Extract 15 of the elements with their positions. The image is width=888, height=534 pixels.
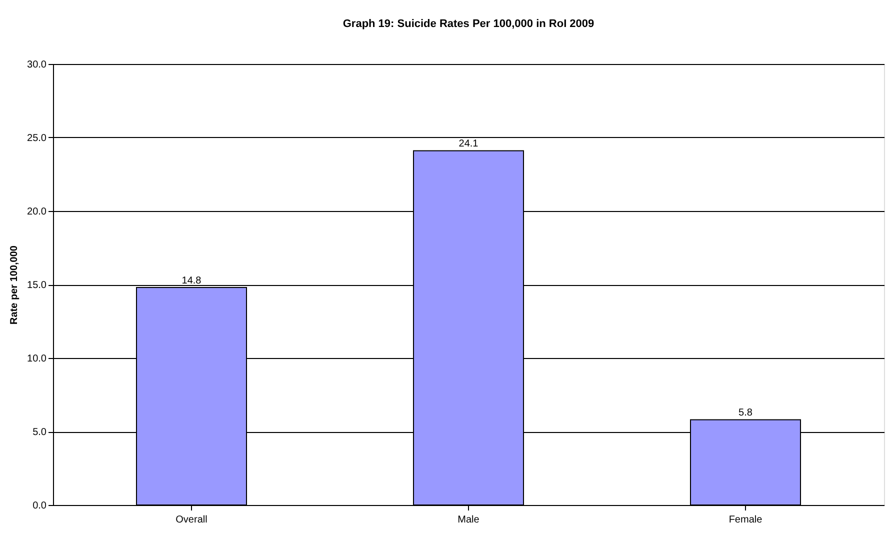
y-tick-label: 25.0 [27, 133, 47, 144]
y-tick-label: 5.0 [32, 427, 47, 438]
data-label: 5.8 [738, 408, 753, 419]
y-tick-label: 10.0 [27, 354, 47, 364]
data-label: 24.1 [458, 138, 479, 150]
chart-title: Graph 19: Suicide Rates Per 100,000 in RoI 2009 [342, 18, 594, 30]
y-tick-label: 30.0 [27, 60, 47, 70]
x-tick-label: Overall [176, 514, 208, 526]
y-tick-label: 20.0 [27, 206, 47, 218]
y-tick-label: 15.0 [27, 280, 47, 291]
x-tick-label: Female [728, 514, 763, 526]
x-tick-label: Male [458, 514, 480, 526]
y-tick-label: 0.0 [32, 500, 47, 512]
data-label: 14.8 [182, 275, 202, 286]
y-axis-title: Rate per 100,000 [9, 245, 20, 324]
